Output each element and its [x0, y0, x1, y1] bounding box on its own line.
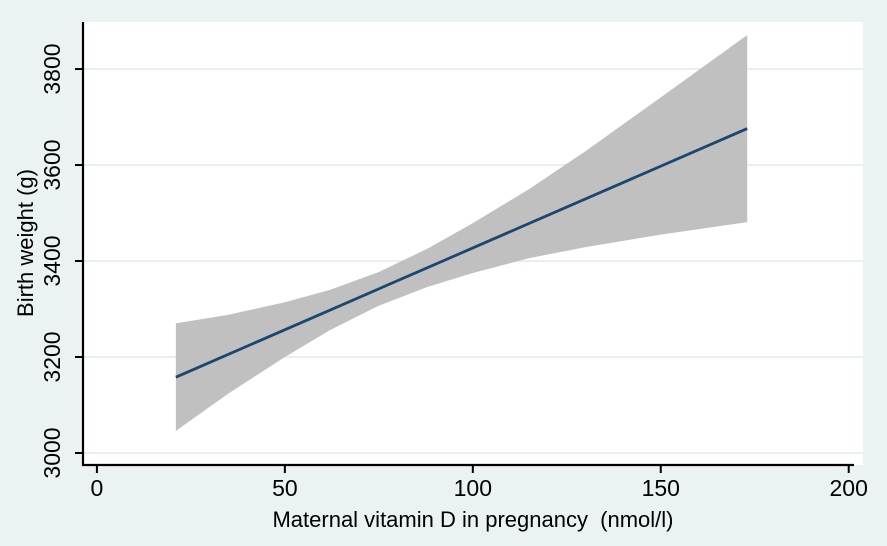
- x-tick-label: 100: [454, 475, 492, 501]
- y-tick-label: 3600: [39, 139, 65, 190]
- y-tick-label: 3800: [39, 43, 65, 94]
- x-tick-label: 150: [642, 475, 680, 501]
- y-axis-title: Birth weight (g): [13, 169, 38, 317]
- y-tick-label: 3400: [39, 235, 65, 286]
- y-tick-label: 3200: [39, 331, 65, 382]
- x-axis-title: Maternal vitamin D in pregnancy (nmol/l): [272, 507, 674, 532]
- y-tick-label: 3000: [39, 427, 65, 478]
- x-tick-label: 0: [91, 475, 104, 501]
- fit-line: [175, 127, 748, 379]
- confidence-band: [175, 34, 748, 431]
- x-tick-label: 200: [830, 475, 868, 501]
- x-tick-label: 50: [272, 475, 298, 501]
